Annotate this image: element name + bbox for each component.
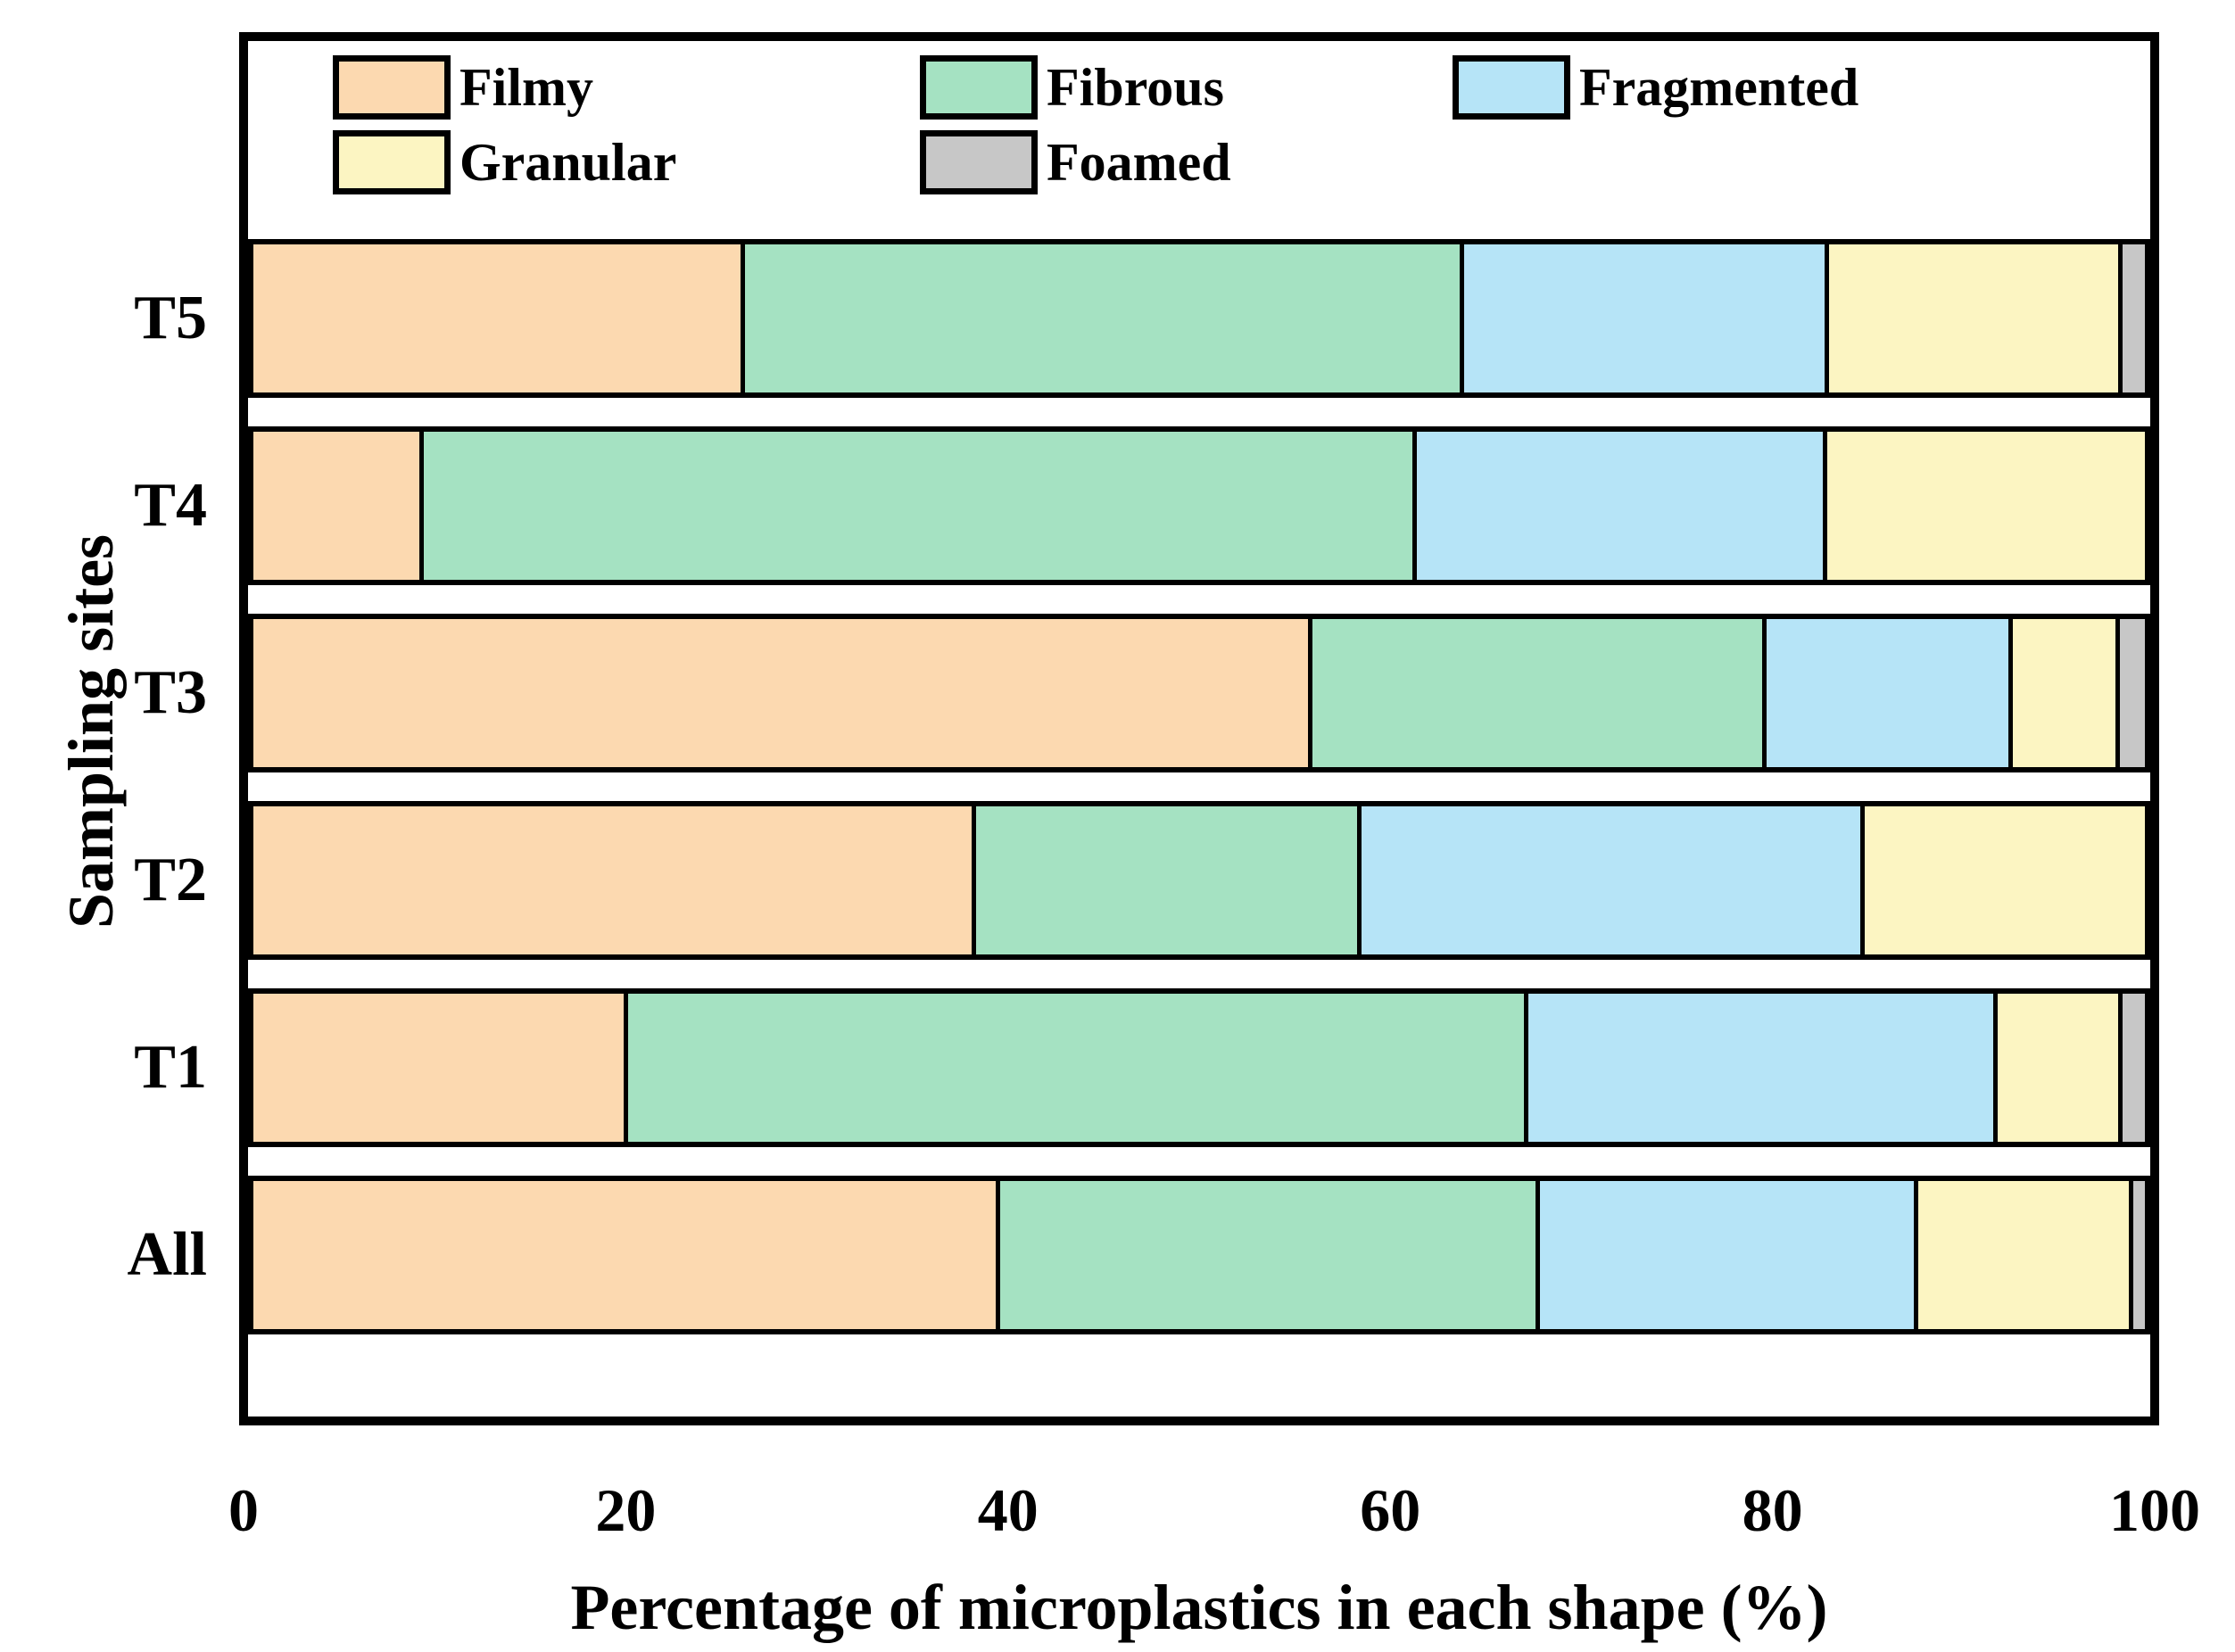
legend-item-granular: Granular	[333, 128, 676, 196]
granular-swatch-icon	[333, 130, 451, 194]
bar-row-t4	[248, 426, 2150, 585]
foamed-swatch-icon	[920, 130, 1038, 194]
legend-item-foamed: Foamed	[920, 128, 1231, 196]
legend-label: Filmy	[459, 58, 593, 117]
segment-t5-fibrous	[745, 244, 1464, 392]
segment-t5-granular	[1828, 244, 2123, 392]
segment-all-foamed	[2133, 1181, 2145, 1329]
segment-t2-fragmented	[1362, 806, 1866, 954]
x-tick-label-60: 60	[1360, 1476, 1421, 1544]
y-tick-label-t2: T2	[134, 846, 207, 914]
legend-item-filmy: Filmy	[333, 54, 593, 121]
y-tick-label-t5: T5	[134, 284, 207, 352]
segment-t3-fragmented	[1766, 619, 2013, 767]
y-tick-label-all: All	[127, 1220, 207, 1289]
bar-row-all	[248, 1176, 2150, 1334]
x-tick-label-0: 0	[228, 1476, 259, 1544]
segment-all-granular	[1917, 1181, 2134, 1329]
segment-all-filmy	[253, 1181, 1001, 1329]
plot-inner: Filmy Fibrous Fragmented Granular Foamed	[248, 41, 2150, 1417]
segment-t3-foamed	[2120, 619, 2145, 767]
legend-label: Granular	[459, 133, 677, 192]
segment-t1-foamed	[2122, 994, 2145, 1142]
fibrous-swatch-icon	[920, 55, 1038, 120]
segment-t1-filmy	[253, 994, 628, 1142]
y-tick-label-t4: T4	[134, 471, 207, 540]
segment-all-fragmented	[1539, 1181, 1918, 1329]
segment-t1-granular	[1997, 994, 2123, 1142]
segment-t4-fragmented	[1416, 432, 1827, 580]
segment-t4-granular	[1826, 432, 2145, 580]
segment-all-fibrous	[1000, 1181, 1540, 1329]
segment-t2-granular	[1865, 806, 2145, 954]
x-tick-label-40: 40	[977, 1476, 1039, 1544]
segment-t5-fragmented	[1463, 244, 1829, 392]
y-tick-label-t1: T1	[134, 1033, 207, 1102]
legend-item-fragmented: Fragmented	[1453, 54, 1858, 121]
x-tick-label-100: 100	[2109, 1476, 2200, 1544]
plot-area: Filmy Fibrous Fragmented Granular Foamed	[239, 32, 2159, 1425]
segment-t1-fragmented	[1527, 994, 1998, 1142]
segment-t5-foamed	[2122, 244, 2145, 392]
y-tick-label-t3: T3	[134, 658, 207, 727]
segment-t3-fibrous	[1312, 619, 1767, 767]
x-tick-label-20: 20	[595, 1476, 657, 1544]
bar-row-t1	[248, 988, 2150, 1147]
bar-row-t2	[248, 801, 2150, 960]
filmy-swatch-icon	[333, 55, 451, 120]
segment-t3-granular	[2012, 619, 2121, 767]
legend-label: Foamed	[1047, 133, 1231, 192]
legend-label: Fibrous	[1047, 58, 1224, 117]
bar-row-t3	[248, 614, 2150, 772]
legend-label: Fragmented	[1579, 58, 1859, 117]
x-tick-label-80: 80	[1742, 1476, 1803, 1544]
segment-t3-filmy	[253, 619, 1313, 767]
segment-t2-filmy	[253, 806, 976, 954]
segment-t1-fibrous	[627, 994, 1528, 1142]
segment-t4-fibrous	[423, 432, 1417, 580]
segment-t5-filmy	[253, 244, 746, 392]
bar-row-t5	[248, 239, 2150, 398]
x-axis-title: Percentage of microplastics in each shap…	[570, 1572, 1828, 1643]
segment-t2-fibrous	[975, 806, 1362, 954]
segment-t4-filmy	[253, 432, 424, 580]
legend-item-fibrous: Fibrous	[920, 54, 1224, 121]
fragmented-swatch-icon	[1453, 55, 1570, 120]
